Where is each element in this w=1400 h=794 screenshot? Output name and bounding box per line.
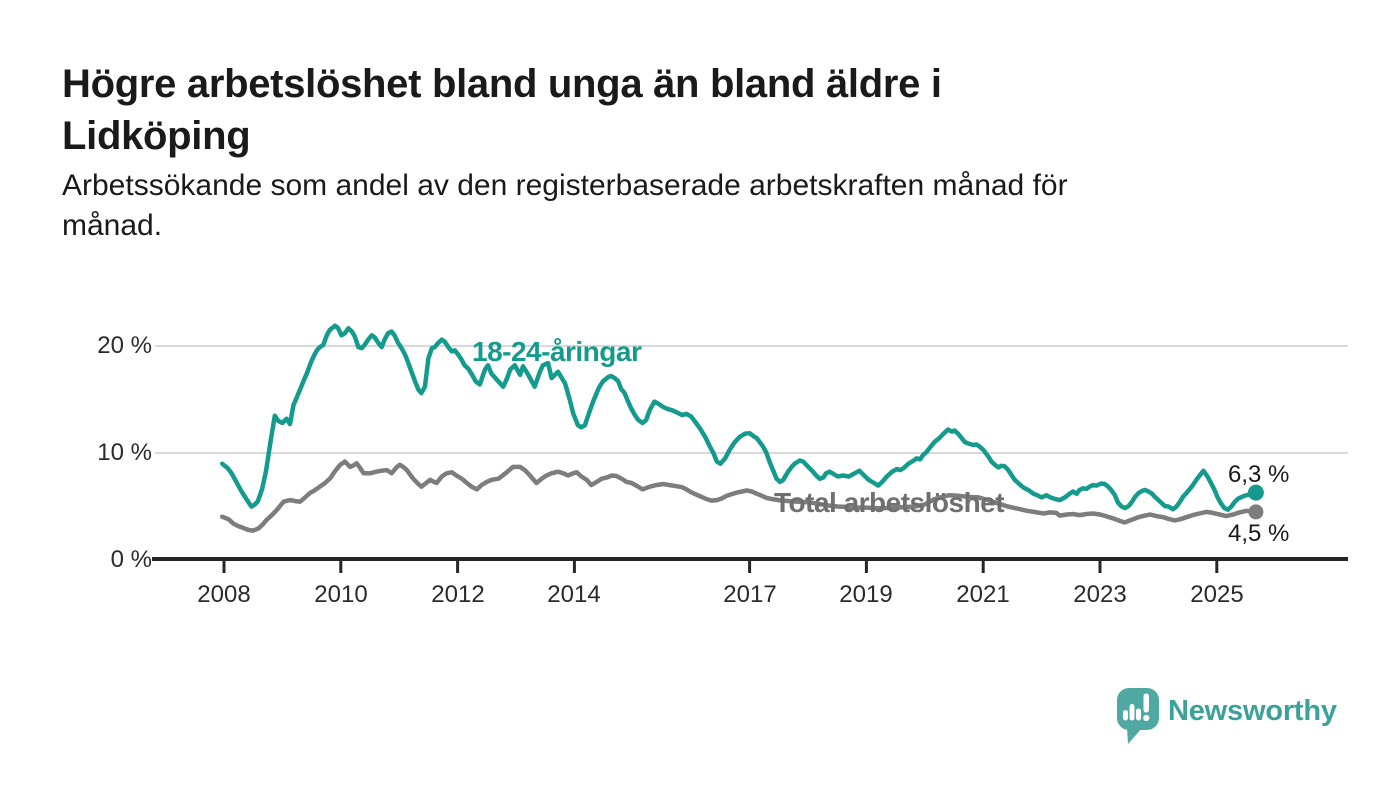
x-tick-label-2014: 2014 bbox=[547, 581, 601, 608]
x-tick-label-2019: 2019 bbox=[839, 581, 893, 608]
page-title-line1: Högre arbetslöshet bland unga än bland ä… bbox=[62, 62, 942, 106]
x-tick-label-2023: 2023 bbox=[1073, 581, 1127, 608]
series-end-dot-0 bbox=[1247, 484, 1264, 501]
x-tick-label-2017: 2017 bbox=[723, 581, 777, 608]
newsworthy-logo-icon bbox=[1117, 688, 1159, 744]
y-tick-label-10: 10 % bbox=[97, 439, 152, 466]
page-title: Högre arbetslöshet bland unga än bland ä… bbox=[62, 58, 1312, 162]
newsworthy-logo-text: Newsworthy bbox=[1168, 695, 1337, 727]
y-tick-label-0: 0 % bbox=[110, 546, 152, 573]
chart-subtitle-line1: Arbetssökande som andel av den registerb… bbox=[62, 169, 1068, 202]
x-tick-label-2025: 2025 bbox=[1190, 581, 1244, 608]
series-end-dot-1 bbox=[1248, 504, 1264, 520]
y-tick-label-20: 20 % bbox=[97, 332, 152, 359]
chart-subtitle-line2: månad. bbox=[62, 209, 163, 242]
end-value-label-total: 4,5 % bbox=[1228, 520, 1290, 547]
end-value-label-youth: 6,3 % bbox=[1228, 461, 1290, 488]
series-label-total: Total arbetslöshet bbox=[774, 487, 1005, 518]
series-line-1 bbox=[219, 459, 1259, 533]
x-tick-label-2021: 2021 bbox=[956, 581, 1010, 608]
x-tick-label-2008: 2008 bbox=[197, 581, 251, 608]
page-title-line2: Lidköping bbox=[62, 114, 251, 158]
newsworthy-logo[interactable]: Newsworthy bbox=[1116, 687, 1356, 757]
series-label-youth: 18-24-åringar bbox=[472, 336, 642, 367]
x-tick-label-2012: 2012 bbox=[431, 581, 485, 608]
series-line-0 bbox=[219, 323, 1259, 512]
x-tick-label-2010: 2010 bbox=[314, 581, 368, 608]
chart-subtitle: Arbetssökande som andel av den registerb… bbox=[62, 166, 1322, 246]
